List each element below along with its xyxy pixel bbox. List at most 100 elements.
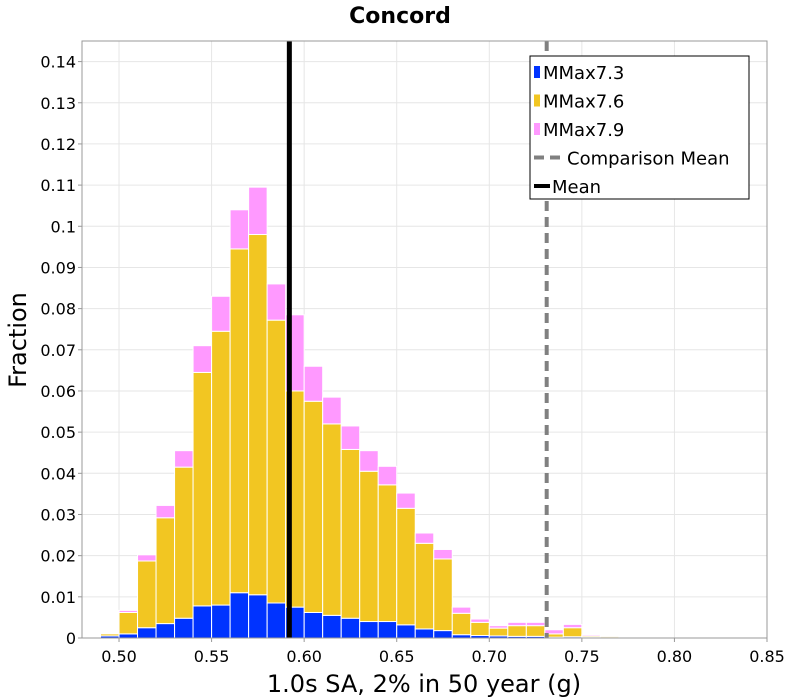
x-tick-label-3: 0.65 xyxy=(379,647,415,666)
chart-title: Concord xyxy=(349,4,451,29)
bar-mmax7-9-5 xyxy=(192,345,213,373)
y-tick-label-7: 0.07 xyxy=(40,341,76,360)
y-tick-label-9: 0.09 xyxy=(40,258,76,277)
bar-mmax7-9-16 xyxy=(396,492,416,509)
bar-mmax7-9-18 xyxy=(433,548,453,560)
y-tick-label-14: 0.14 xyxy=(40,53,76,72)
bar-mmax7-6-11 xyxy=(303,400,324,613)
bar-mmax7-6-12 xyxy=(322,423,342,616)
bar-mmax7-9-21 xyxy=(488,625,509,629)
bar-mmax7-6-9 xyxy=(266,319,287,604)
bar-mmax7-9-19 xyxy=(451,606,472,614)
x-tick-label-4: 0.70 xyxy=(471,647,507,666)
legend-label-mmax7-9: MMax7.9 xyxy=(543,120,624,141)
y-tick-label-5: 0.05 xyxy=(40,423,76,442)
bar-mmax7-3-14 xyxy=(359,621,379,639)
bar-mmax7-6-22 xyxy=(507,625,527,637)
bar-mmax7-9-20 xyxy=(470,618,490,623)
bar-mmax7-9-12 xyxy=(322,396,342,425)
bar-mmax7-6-1 xyxy=(118,611,139,635)
bar-mmax7-6-17 xyxy=(414,542,435,630)
y-tick-label-6: 0.06 xyxy=(40,382,76,401)
bar-mmax7-3-12 xyxy=(322,614,342,639)
x-tick-label-6: 0.80 xyxy=(657,647,693,666)
bar-mmax7-9-3 xyxy=(155,504,176,519)
y-tick-label-8: 0.08 xyxy=(40,300,76,319)
bar-mmax7-6-7 xyxy=(229,248,250,594)
bar-mmax7-6-25 xyxy=(562,627,583,638)
legend-label-mmax7-6: MMax7.6 xyxy=(543,92,624,113)
bar-mmax7-9-9 xyxy=(266,283,287,321)
bar-mmax7-6-15 xyxy=(377,484,398,623)
bar-mmax7-6-19 xyxy=(451,612,472,636)
bar-mmax7-3-1 xyxy=(118,633,139,639)
y-tick-label-10: 0.1 xyxy=(51,217,76,236)
bar-mmax7-3-6 xyxy=(211,604,231,639)
x-tick-label-1: 0.55 xyxy=(194,647,230,666)
bar-mmax7-6-2 xyxy=(137,560,157,629)
x-tick-label-5: 0.75 xyxy=(564,647,600,666)
bar-mmax7-6-21 xyxy=(488,627,509,637)
bar-mmax7-9-14 xyxy=(359,450,379,472)
bar-mmax7-3-8 xyxy=(248,594,268,639)
bar-mmax7-9-7 xyxy=(229,209,250,250)
bar-mmax7-6-13 xyxy=(340,448,361,619)
bar-mmax7-6-0 xyxy=(100,633,120,637)
bar-mmax7-9-25 xyxy=(562,623,583,629)
bar-mmax7-3-13 xyxy=(340,617,361,639)
x-axis-label: 1.0s SA, 2% in 50 year (g) xyxy=(267,670,581,698)
bar-mmax7-6-8 xyxy=(248,234,268,596)
bar-mmax7-3-2 xyxy=(137,627,157,639)
legend-swatch-mmax7-6 xyxy=(534,94,540,107)
legend-label-comparison-mean: Comparison Mean xyxy=(567,149,730,170)
bars xyxy=(100,186,620,639)
y-tick-label-11: 0.11 xyxy=(40,176,76,195)
bar-mmax7-9-26 xyxy=(581,634,601,637)
bar-mmax7-3-4 xyxy=(174,617,194,639)
bar-mmax7-3-5 xyxy=(192,605,213,639)
bar-mmax7-6-18 xyxy=(433,558,453,632)
bar-mmax7-6-3 xyxy=(155,517,176,625)
bar-mmax7-6-5 xyxy=(192,371,213,607)
x-tick-label-0: 0.50 xyxy=(101,647,137,666)
y-tick-label-2: 0.02 xyxy=(40,547,76,566)
legend-box xyxy=(529,55,750,200)
bar-mmax7-9-8 xyxy=(248,186,268,236)
legend: MMax7.3 MMax7.6 MMax7.9 Comparison Mean Mean xyxy=(529,55,750,200)
bar-mmax7-6-4 xyxy=(174,466,194,619)
bar-mmax7-3-3 xyxy=(155,623,176,639)
y-tick-label-13: 0.13 xyxy=(40,94,76,113)
y-tick-label-4: 0.04 xyxy=(40,464,76,483)
bar-mmax7-9-27 xyxy=(599,635,620,637)
bar-mmax7-3-7 xyxy=(229,592,250,639)
bar-mmax7-3-17 xyxy=(414,628,435,639)
bar-mmax7-3-16 xyxy=(396,624,416,639)
y-tick-label-0: 0 xyxy=(66,629,76,648)
y-tick-label-3: 0.03 xyxy=(40,505,76,524)
y-axis-ticks: 0 0.01 0.02 0.03 0.04 0.05 0.06 0.07 0.08 0.09 0.1… xyxy=(40,53,82,648)
y-axis-label: Fraction xyxy=(4,292,32,388)
plot-frame xyxy=(81,40,768,639)
legend-swatch-mmax7-3 xyxy=(534,66,540,78)
x-tick-label-2: 0.60 xyxy=(286,647,322,666)
bar-mmax7-6-23 xyxy=(525,625,546,637)
y-tick-label-12: 0.12 xyxy=(40,135,76,154)
bar-mmax7-3-9 xyxy=(266,602,287,639)
bar-mmax7-9-4 xyxy=(174,450,194,468)
legend-label-mmax7-3: MMax7.3 xyxy=(543,63,624,84)
x-tick-label-7: 0.85 xyxy=(749,647,785,666)
legend-swatch-mmax7-9 xyxy=(534,123,540,135)
bar-mmax7-3-11 xyxy=(303,611,324,639)
bar-mmax7-9-2 xyxy=(137,554,157,562)
bar-mmax7-6-6 xyxy=(211,330,231,606)
bar-mmax7-9-17 xyxy=(414,532,435,544)
bar-mmax7-9-1 xyxy=(118,609,139,613)
bar-mmax7-6-14 xyxy=(359,470,379,623)
bar-mmax7-3-18 xyxy=(433,630,453,639)
bar-mmax7-3-15 xyxy=(377,621,398,639)
bar-mmax7-9-13 xyxy=(340,425,361,450)
bar-mmax7-9-22 xyxy=(507,621,527,627)
bar-mmax7-6-16 xyxy=(396,507,416,626)
bar-mmax7-9-11 xyxy=(303,365,324,402)
